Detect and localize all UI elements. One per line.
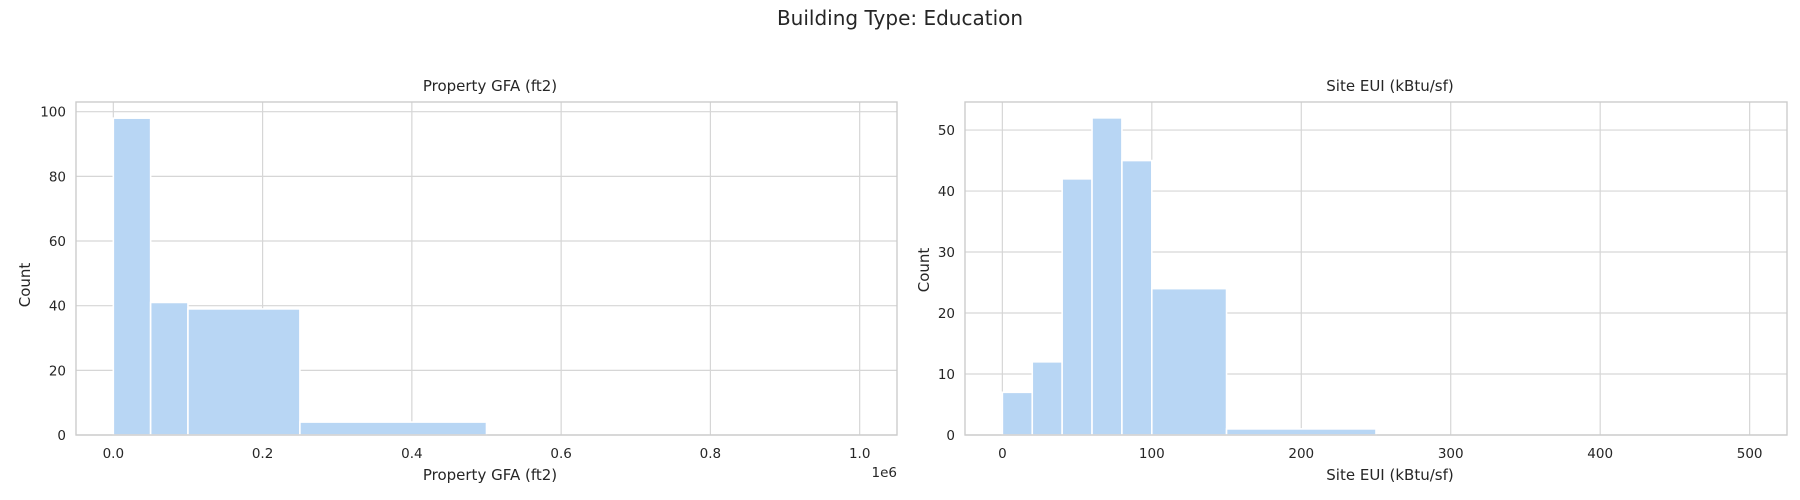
y-axis-label: Count bbox=[915, 248, 933, 293]
histogram-bar bbox=[1091, 117, 1123, 436]
y-tick-label: 0 bbox=[946, 428, 955, 444]
y-tick-label: 40 bbox=[938, 184, 955, 200]
x-tick-label: 300 bbox=[1438, 446, 1464, 462]
x-axis-offset-label: 1e6 bbox=[872, 465, 897, 481]
x-tick-labels: 0 100 200 300 400 500 bbox=[998, 446, 1762, 462]
x-axis-label: Property GFA (ft2) bbox=[423, 466, 557, 484]
histogram-bar bbox=[1121, 159, 1153, 436]
histogram-bar bbox=[1031, 361, 1063, 436]
x-axis-label: Site EUI (kBtu/sf) bbox=[1326, 466, 1453, 484]
y-tick-label: 0 bbox=[57, 428, 66, 444]
x-tick-label: 0.0 bbox=[103, 446, 124, 462]
x-tick-label: 500 bbox=[1737, 446, 1763, 462]
figure-suptitle: Building Type: Education bbox=[777, 6, 1023, 30]
histogram-bar bbox=[1061, 178, 1093, 436]
histogram-bars bbox=[1001, 117, 1377, 436]
y-axis-label: Count bbox=[16, 263, 34, 308]
y-tick-label: 20 bbox=[938, 306, 955, 322]
x-tick-label: 400 bbox=[1587, 446, 1613, 462]
plot-frame bbox=[75, 101, 898, 436]
histogram-bar bbox=[299, 421, 488, 436]
histogram-bar bbox=[1225, 428, 1377, 436]
x-tick-label: 100 bbox=[1139, 446, 1165, 462]
x-tick-label: 1.0 bbox=[849, 446, 870, 462]
histogram-bars bbox=[112, 117, 488, 436]
y-tick-label: 10 bbox=[938, 367, 955, 383]
chart-title: Site EUI (kBtu/sf) bbox=[1326, 77, 1453, 95]
x-tick-label: 0.6 bbox=[550, 446, 571, 462]
histogram-bar bbox=[149, 301, 189, 436]
chart-title: Property GFA (ft2) bbox=[423, 77, 557, 95]
x-tick-label: 0.8 bbox=[700, 446, 721, 462]
histogram-bar bbox=[1151, 287, 1228, 436]
chart-panel-property-gfa: Property GFA (ft2) Property GFA (ft2) Co… bbox=[16, 77, 898, 484]
histogram-bar bbox=[1001, 391, 1034, 436]
histogram-bar bbox=[112, 117, 152, 436]
y-tick-label: 100 bbox=[40, 105, 66, 121]
y-tick-label: 60 bbox=[49, 234, 66, 250]
y-tick-label: 50 bbox=[938, 123, 955, 139]
x-tick-labels: 0.0 0.2 0.4 0.6 0.8 1.0 bbox=[103, 446, 871, 462]
y-tick-label: 20 bbox=[49, 363, 66, 379]
chart-panel-site-eui: Site EUI (kBtu/sf) Site EUI (kBtu/sf) Co… bbox=[915, 77, 1788, 484]
x-tick-label: 0.4 bbox=[401, 446, 422, 462]
y-tick-label: 80 bbox=[49, 169, 66, 185]
y-tick-label: 40 bbox=[49, 299, 66, 315]
plot-frame bbox=[964, 101, 1788, 436]
x-tick-label: 0.2 bbox=[252, 446, 273, 462]
y-tick-labels: 0 20 40 60 80 100 bbox=[40, 105, 66, 444]
x-tick-label: 200 bbox=[1288, 446, 1314, 462]
x-tick-label: 0 bbox=[998, 446, 1007, 462]
y-tick-label: 30 bbox=[938, 245, 955, 261]
histogram-bar bbox=[187, 308, 301, 436]
y-tick-labels: 0 10 20 30 40 50 bbox=[938, 123, 955, 444]
